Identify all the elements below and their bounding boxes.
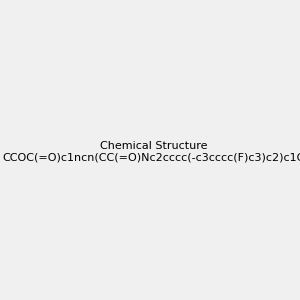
Text: Chemical Structure
CCOC(=O)c1ncn(CC(=O)Nc2cccc(-c3cccc(F)c3)c2)c1C: Chemical Structure CCOC(=O)c1ncn(CC(=O)N… (3, 141, 300, 162)
